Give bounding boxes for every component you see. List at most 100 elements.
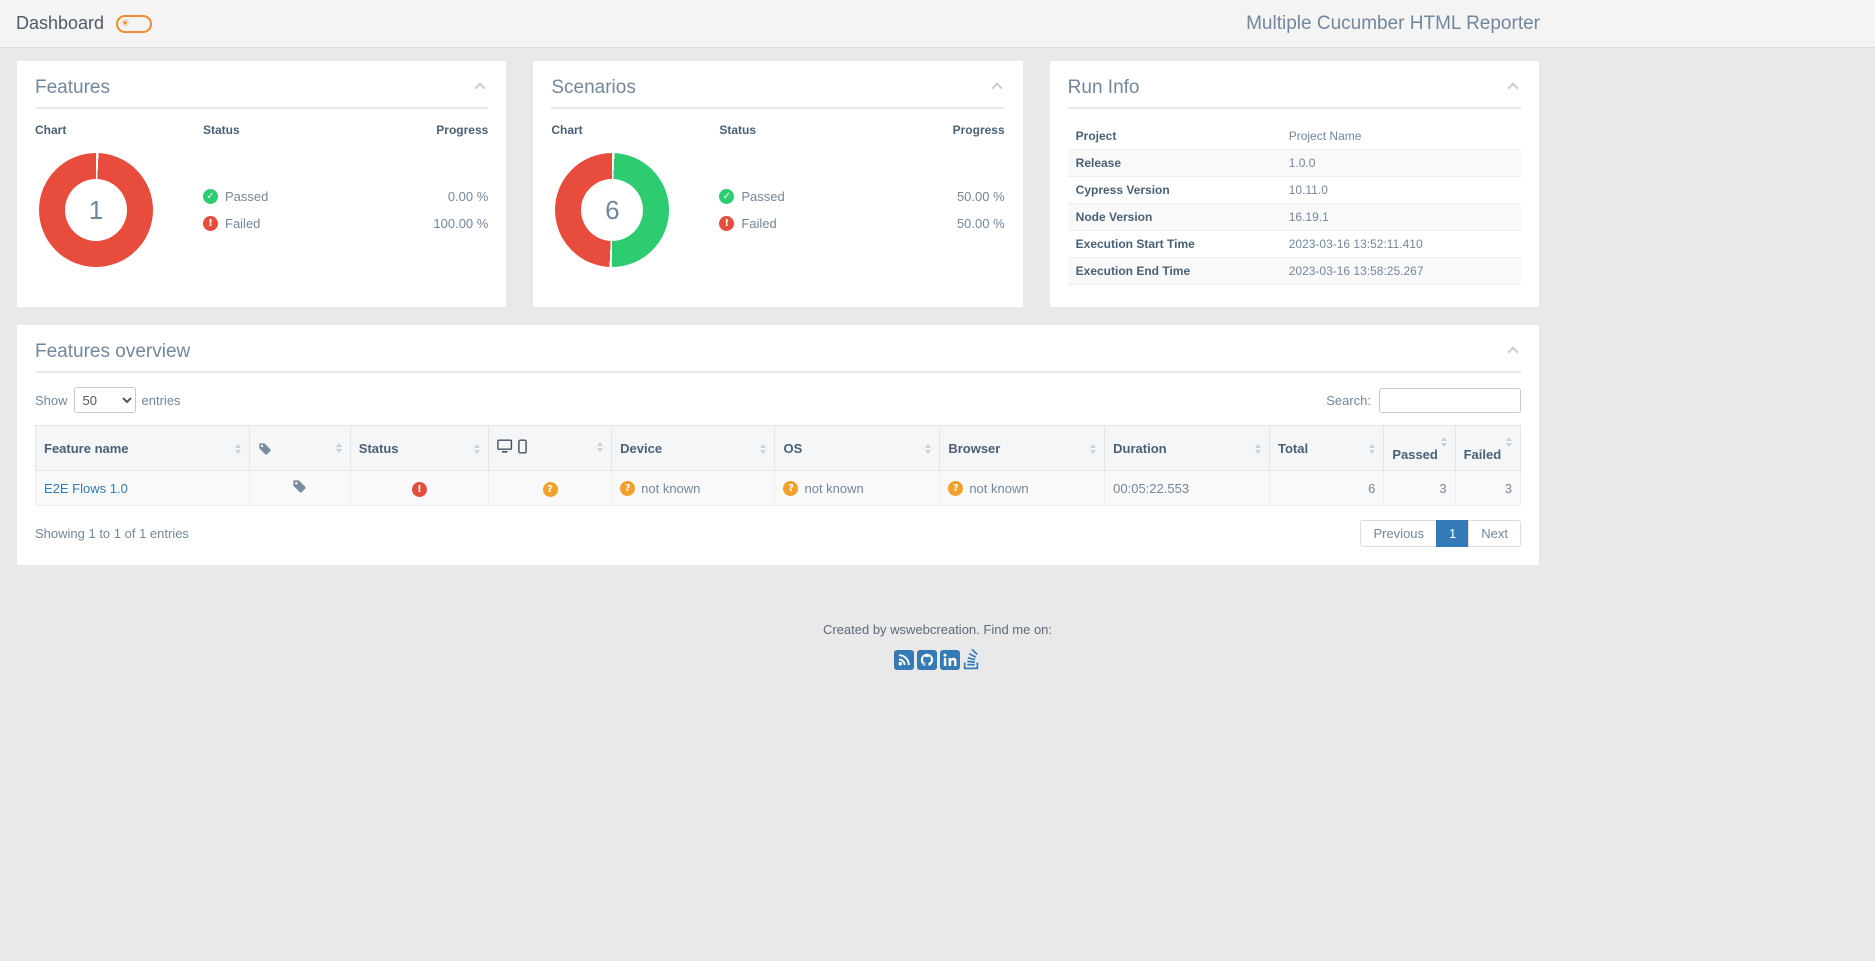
search-input[interactable] — [1379, 387, 1521, 413]
previous-page-button[interactable]: Previous — [1360, 520, 1438, 547]
page-1-button[interactable]: 1 — [1436, 520, 1470, 547]
chevron-up-icon — [990, 82, 1003, 94]
sort-icon — [760, 443, 767, 454]
tags-column-header[interactable] — [248, 425, 351, 471]
dashboard-link[interactable]: Dashboard — [16, 13, 105, 33]
run-info-label: Release — [1075, 156, 1122, 170]
run-info-label: Execution Start Time — [1075, 237, 1195, 251]
scenarios-total-count: 6 — [581, 179, 644, 241]
run-info-label: Node Version — [1075, 210, 1153, 224]
features-collapse-button[interactable] — [472, 73, 488, 99]
scenarios-card-header: Scenarios — [551, 73, 1005, 109]
unknown-question-icon — [783, 480, 799, 496]
features-card: Features Chart Status Progress 1 — [16, 60, 508, 308]
github-icon[interactable] — [917, 650, 937, 670]
run-info-label: Execution End Time — [1075, 264, 1191, 278]
feature-os-cell: not known — [774, 470, 941, 506]
tag-icon — [258, 442, 272, 456]
total-column-header[interactable]: Total — [1268, 425, 1385, 471]
overview-collapse-button[interactable] — [1505, 337, 1521, 363]
run-info-value: 2023-03-16 13:52:11.410 — [1288, 237, 1423, 251]
run-info-row: Execution End Time 2023-03-16 13:58:25.2… — [1067, 257, 1521, 285]
feature-total-cell: 6 — [1268, 470, 1385, 506]
sort-icon — [1369, 443, 1376, 454]
os-column-header[interactable]: OS — [774, 425, 941, 471]
feature-failed-cell: 3 — [1454, 470, 1522, 506]
run-info-row: Cypress Version 10.11.0 — [1067, 177, 1521, 204]
failed-exclamation-icon — [411, 481, 427, 497]
feature-name-column-header[interactable]: Feature name — [35, 425, 250, 471]
unknown-question-icon — [542, 481, 558, 497]
pagination: Previous 1 Next — [1360, 520, 1521, 547]
status-column-label: Status — [203, 123, 240, 137]
next-page-button[interactable]: Next — [1468, 520, 1521, 547]
chart-column-label: Chart — [551, 123, 583, 137]
sort-icon — [1506, 437, 1512, 447]
duration-column-header[interactable]: Duration — [1104, 425, 1270, 471]
run-info-row: Project Project Name — [1067, 123, 1521, 150]
feature-duration-cell: 00:05:22.553 — [1104, 470, 1270, 506]
blog-icon[interactable] — [894, 650, 914, 670]
feature-device-cell: not known — [611, 470, 776, 506]
run-info-row: Node Version 16.19.1 — [1067, 203, 1521, 231]
passed-column-header[interactable]: Passed — [1383, 425, 1456, 471]
passed-check-icon — [203, 189, 218, 204]
scenarios-collapse-button[interactable] — [989, 73, 1005, 99]
browser-column-header[interactable]: Browser — [939, 425, 1106, 471]
failed-exclamation-icon — [719, 216, 735, 231]
feature-link[interactable]: E2E Flows 1.0 — [44, 480, 128, 496]
chevron-up-icon — [1507, 82, 1519, 94]
run-info-collapse-button[interactable] — [1505, 73, 1521, 99]
linkedin-icon[interactable] — [940, 650, 960, 670]
run-info-card: Run Info Project Project Name Release 1.… — [1048, 60, 1540, 308]
device-type-column-header[interactable] — [487, 425, 613, 471]
stackoverflow-icon[interactable] — [963, 649, 981, 670]
sort-icon — [335, 443, 342, 454]
passed-percentage: 0.00 % — [447, 189, 489, 204]
status-column-label: Status — [719, 123, 757, 137]
sort-icon — [925, 443, 932, 454]
entries-label: entries — [141, 392, 181, 408]
passed-percentage: 50.00 % — [956, 189, 1005, 204]
show-label: Show — [35, 392, 68, 408]
sort-icon — [1254, 443, 1261, 454]
run-info-value: Project Name — [1288, 129, 1362, 143]
sort-icon — [597, 442, 604, 452]
monitor-icon — [497, 439, 515, 457]
run-info-value: 10.11.0 — [1288, 183, 1328, 197]
unknown-question-icon — [620, 480, 636, 496]
scenarios-chart-table-head: Chart Status Progress — [551, 123, 1004, 137]
device-column-header[interactable]: Device — [611, 425, 776, 471]
failed-percentage: 50.00 % — [956, 216, 1005, 231]
main-content: Features Chart Status Progress 1 — [0, 48, 1556, 566]
features-donut-chart: 1 — [39, 153, 153, 267]
chevron-up-icon — [474, 82, 486, 94]
run-info-value: 2023-03-16 13:58:25.267 — [1288, 264, 1424, 278]
scenarios-card-title: Scenarios — [551, 77, 636, 98]
sort-icon — [1090, 443, 1097, 454]
chevron-up-icon — [1507, 346, 1519, 358]
features-total-count: 1 — [65, 179, 127, 241]
chart-column-label: Chart — [35, 123, 67, 137]
unknown-question-icon — [948, 480, 964, 496]
failed-column-header[interactable]: Failed — [1454, 425, 1522, 471]
feature-browser-cell: not known — [939, 470, 1106, 506]
page-size-select[interactable]: 50 — [73, 387, 136, 413]
theme-toggle[interactable]: ☀ — [116, 14, 153, 33]
sun-icon: ☀ — [120, 17, 130, 30]
sort-icon — [1440, 437, 1447, 447]
run-info-value: 16.19.1 — [1288, 210, 1329, 224]
status-column-header[interactable]: Status — [349, 425, 489, 471]
failed-label: Failed — [741, 216, 777, 231]
features-overview-card: Features overview Show 50 entries Search… — [16, 324, 1540, 566]
top-navbar: Dashboard ☀ Multiple Cucumber HTML Repor… — [0, 0, 1875, 48]
failed-percentage: 100.00 % — [433, 216, 489, 231]
run-info-card-title: Run Info — [1067, 77, 1140, 98]
progress-column-label: Progress — [436, 123, 489, 137]
feature-device-type-cell — [487, 470, 613, 506]
progress-column-label: Progress — [952, 123, 1005, 137]
run-info-row: Execution Start Time 2023-03-16 13:52:11… — [1067, 231, 1521, 258]
scenarios-donut-chart: 6 — [555, 153, 670, 267]
app-title: Multiple Cucumber HTML Reporter — [1246, 12, 1540, 34]
run-info-value: 1.0.0 — [1288, 156, 1316, 170]
